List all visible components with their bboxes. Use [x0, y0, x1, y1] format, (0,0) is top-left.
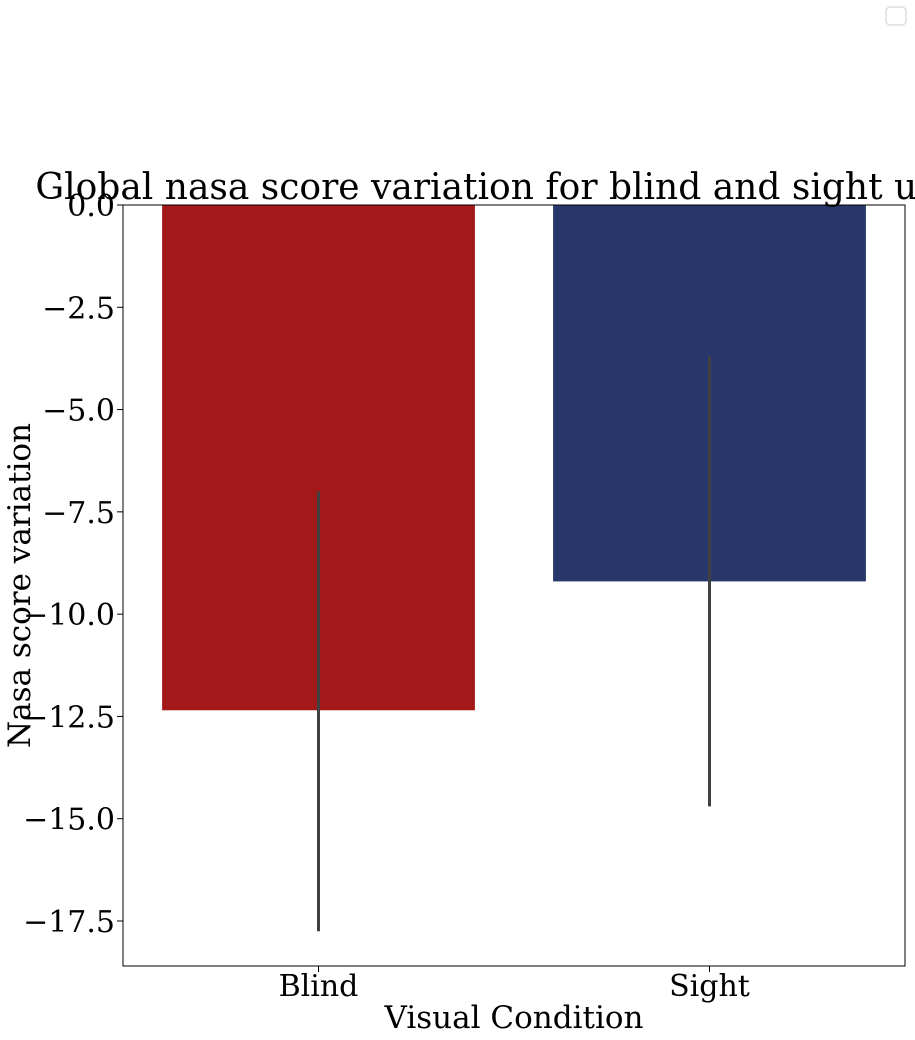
y-axis-label: Nasa score variation [2, 423, 38, 748]
y-axis-ticks: 0.0 −2.5 −5.0 −7.5 −10.0 −12.5 −15.0 −17.5 [23, 189, 123, 940]
y-tick-label: −7.5 [42, 496, 115, 531]
y-tick-label: −17.5 [23, 905, 115, 940]
y-tick-label: 0.0 [67, 189, 115, 224]
y-tick-label: −10.0 [23, 598, 115, 633]
x-tick-label: Sight [669, 969, 750, 1004]
y-tick-label: −5.0 [42, 394, 115, 429]
x-tick-label: Blind [279, 969, 359, 1004]
y-tick-label: −2.5 [42, 291, 115, 326]
y-tick-label: −15.0 [23, 803, 115, 838]
x-axis-ticks: Blind Sight [279, 966, 750, 1004]
legend-box [885, 6, 907, 26]
chart-title: Global nasa score variation for blind an… [35, 167, 915, 208]
y-tick-label: −12.5 [23, 700, 115, 735]
axes-frame [122, 204, 906, 967]
plot-area [162, 205, 866, 932]
x-axis-label: Visual Condition [384, 1000, 644, 1036]
